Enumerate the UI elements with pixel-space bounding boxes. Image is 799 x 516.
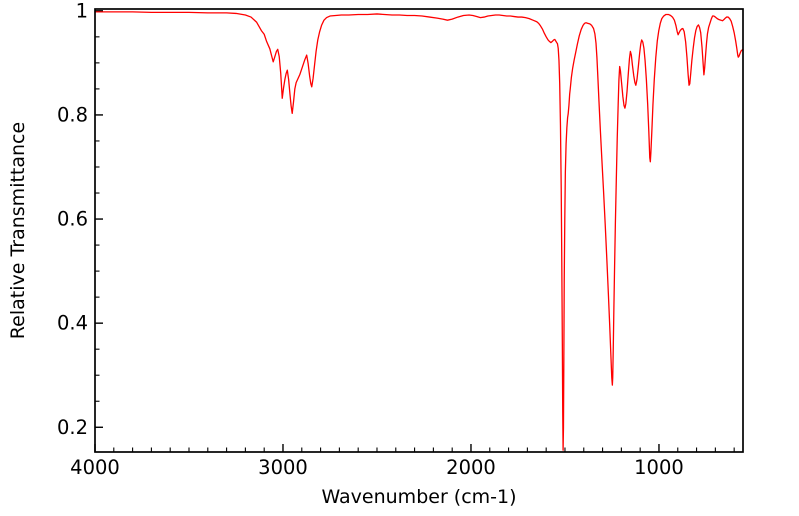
y-tick-label: 0.6	[57, 208, 88, 231]
y-tick-label: 0.2	[57, 416, 88, 439]
x-tick-label: 2000	[446, 456, 496, 479]
spectrum-curve	[94, 11, 744, 451]
plot-frame	[94, 8, 744, 453]
x-tick-label: 1000	[634, 456, 684, 479]
y-tick-label: 1	[76, 0, 88, 22]
tick-labels: 4000 3000 2000 1000 1 0.8 0.6 0.4 0.2	[57, 0, 684, 479]
y-tick-label: 0.4	[57, 312, 88, 335]
x-tick-label: 3000	[258, 456, 308, 479]
x-axis-label: Wavenumber (cm-1)	[321, 486, 516, 508]
y-tick-label: 0.8	[57, 103, 88, 126]
x-tick-label: 4000	[70, 456, 120, 479]
y-axis-label: Relative Transmittance	[7, 122, 29, 339]
axis-ticks	[94, 10, 735, 452]
